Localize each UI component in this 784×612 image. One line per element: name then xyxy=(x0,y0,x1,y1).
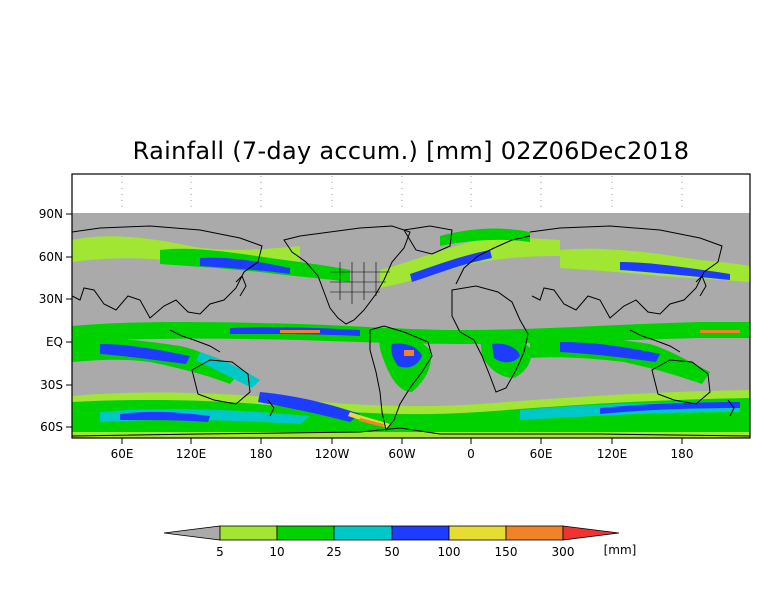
coast-eurasia-1 xyxy=(72,225,263,319)
precip-band-nh-pacific-3 xyxy=(200,257,290,274)
precip-area-maritime-blue xyxy=(100,344,190,364)
coast-north-america xyxy=(283,225,411,325)
x-tick-label: 0 xyxy=(467,447,475,461)
coast-australia-2 xyxy=(651,359,711,405)
precip-band-sh-cyan xyxy=(100,402,740,424)
colorbar-swatch xyxy=(505,525,564,541)
colorbar-low-arrow xyxy=(163,525,221,541)
x-tick-label: 60E xyxy=(111,447,134,461)
colorbar-swatch xyxy=(219,525,278,541)
y-tick-label: 30S xyxy=(40,378,63,392)
plot-frame xyxy=(71,173,751,439)
precip-band-itcz-peak xyxy=(280,330,320,333)
colorbar xyxy=(163,525,620,541)
y-tick-label: 90N xyxy=(39,207,63,221)
coast-japan-1 xyxy=(235,275,247,297)
coast-europe xyxy=(455,235,531,285)
precip-area-africa-blue xyxy=(492,343,520,363)
precip-band-sh-blue xyxy=(120,392,740,422)
x-tick-label: 180 xyxy=(671,447,694,461)
coast-africa xyxy=(451,285,529,393)
colorbar-level: 300 xyxy=(552,545,575,559)
precip-bands xyxy=(72,228,750,438)
coast-antarctica xyxy=(72,427,750,437)
coast-se-asia-2 xyxy=(629,329,681,353)
precip-area-itcz-peak-2 xyxy=(700,330,740,333)
colorbar-swatch xyxy=(276,525,335,541)
colorbar-level: 100 xyxy=(438,545,461,559)
x-tick-label: 180 xyxy=(250,447,273,461)
y-tick-label: EQ xyxy=(46,335,63,349)
coast-nz-2 xyxy=(727,399,735,417)
x-tick-label: 120E xyxy=(176,447,207,461)
colorbar-unit: [mm] xyxy=(604,543,637,557)
y-tick-label: 30N xyxy=(39,292,63,306)
gridlines xyxy=(121,176,683,212)
y-tick-label: 60S xyxy=(40,420,63,434)
x-tick-label: 60W xyxy=(388,447,415,461)
precip-area-amazon-peak xyxy=(404,350,414,356)
x-tick-label: 120E xyxy=(597,447,628,461)
colorbar-high-arrow xyxy=(562,525,620,541)
y-axis xyxy=(66,213,72,428)
coast-australia-1 xyxy=(191,359,251,405)
precip-area-spcz xyxy=(196,352,260,388)
coast-greenland xyxy=(403,225,453,255)
y-tick-label: 60N xyxy=(39,250,63,264)
precip-band-nh-arctic xyxy=(440,228,530,246)
x-axis xyxy=(121,438,683,444)
precip-area-maritime-blue-2 xyxy=(560,342,660,362)
us-borders xyxy=(330,262,390,304)
coast-nz-1 xyxy=(267,399,275,417)
colorbar-level: 50 xyxy=(384,545,399,559)
coast-japan-2 xyxy=(695,275,707,297)
map-title: Rainfall (7-day accum.) [mm] 02Z06Dec201… xyxy=(132,137,690,165)
precip-band-sh-orange xyxy=(359,418,384,427)
x-tick-label: 120W xyxy=(315,447,350,461)
colorbar-level: 10 xyxy=(269,545,284,559)
colorbar-swatch xyxy=(391,525,450,541)
coastlines xyxy=(72,225,750,437)
precip-band-nh-atlantic-2 xyxy=(410,250,492,282)
x-tick-label: 60E xyxy=(530,447,553,461)
colorbar-level: 150 xyxy=(495,545,518,559)
coast-se-asia-1 xyxy=(169,329,221,353)
colorbar-level: 5 xyxy=(216,545,224,559)
colorbar-swatch xyxy=(333,525,393,541)
colorbar-swatch xyxy=(448,525,507,541)
colorbar-level: 25 xyxy=(326,545,341,559)
coast-eurasia-2 xyxy=(529,225,723,319)
coast-south-america xyxy=(369,325,433,432)
